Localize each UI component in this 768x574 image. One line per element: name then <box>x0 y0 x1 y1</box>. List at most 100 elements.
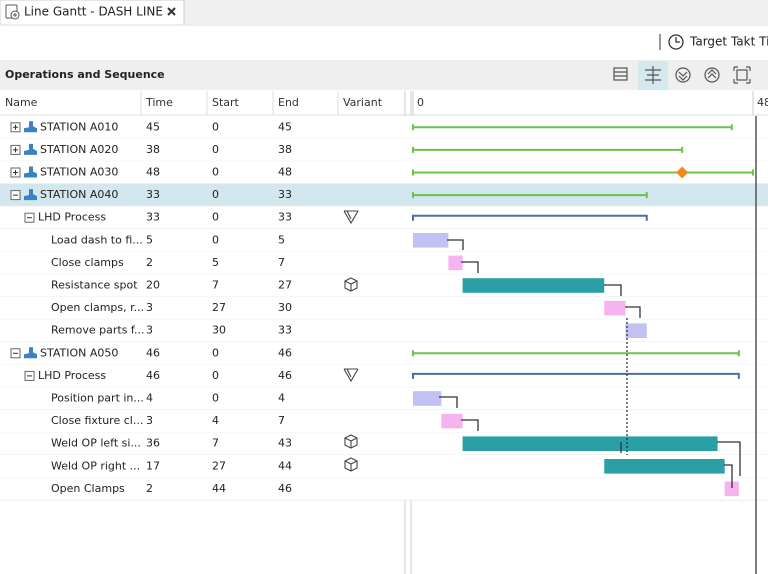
operation-name: STATION A030 <box>40 166 118 179</box>
target-takt-button[interactable]: Target Takt Tim <box>689 35 768 49</box>
table-row[interactable] <box>0 342 768 365</box>
cell-start: 0 <box>212 166 219 179</box>
cell-end: 5 <box>278 233 285 246</box>
task-bar[interactable] <box>462 436 718 451</box>
process-span <box>412 214 648 221</box>
cell-time: 5 <box>146 233 153 246</box>
cell-start: 7 <box>212 279 219 292</box>
cell-start: 0 <box>212 120 219 133</box>
cell-end: 7 <box>278 256 285 269</box>
table-row[interactable] <box>0 251 768 275</box>
operation-name: Open clamps, r... <box>51 301 144 314</box>
cell-time: 20 <box>146 279 160 292</box>
table-row[interactable] <box>0 183 768 207</box>
cell-time: 33 <box>146 188 160 201</box>
cell-time: 48 <box>146 166 160 179</box>
table-row[interactable] <box>0 206 768 229</box>
cell-time: 2 <box>146 256 153 269</box>
cell-end: 46 <box>278 482 292 495</box>
cell-time: 4 <box>146 392 153 405</box>
process-variant-icon <box>343 368 359 383</box>
cell-time: 17 <box>146 459 160 472</box>
column-header <box>0 91 768 115</box>
table-row[interactable] <box>0 364 768 388</box>
column-header-label[interactable]: Variant <box>343 96 383 109</box>
cell-start: 0 <box>212 392 219 405</box>
expand-icon[interactable] <box>675 67 691 83</box>
cell-time: 3 <box>146 414 153 427</box>
operation-name: STATION A050 <box>40 346 118 359</box>
station-icon <box>24 347 37 359</box>
operation-name: Position part in... <box>51 392 144 405</box>
cell-end: 38 <box>278 143 292 156</box>
task-bar[interactable] <box>604 300 626 316</box>
cell-time: 3 <box>146 301 153 314</box>
table-row[interactable] <box>0 477 768 501</box>
timeline-tick-label: 0 <box>417 96 424 109</box>
cell-end: 44 <box>278 459 292 472</box>
station-icon <box>24 143 37 155</box>
cell-end: 46 <box>278 346 292 359</box>
clock-icon <box>668 34 684 50</box>
column-header-label[interactable]: Name <box>5 96 38 109</box>
cell-end: 48 <box>278 166 292 179</box>
cell-start: 0 <box>212 346 219 359</box>
station-icon <box>24 121 37 133</box>
table-row[interactable] <box>0 229 768 252</box>
cell-time: 33 <box>146 211 160 224</box>
cell-start: 0 <box>212 211 219 224</box>
operation-name: LHD Process <box>38 369 106 382</box>
table-row[interactable] <box>0 409 768 433</box>
operation-name: LHD Process <box>38 211 106 224</box>
cell-time: 45 <box>146 120 160 133</box>
cell-end: 33 <box>278 324 292 337</box>
operation-name: STATION A040 <box>40 188 118 201</box>
column-header-label[interactable]: End <box>278 96 299 109</box>
task-bar[interactable] <box>724 481 739 497</box>
task-bar[interactable] <box>625 323 647 338</box>
panel-title: Operations and Sequence <box>5 68 165 81</box>
tab[interactable] <box>0 0 185 26</box>
variant-icons <box>343 210 359 472</box>
expander-sign <box>13 124 18 130</box>
table-row[interactable] <box>0 319 768 342</box>
tab-close[interactable] <box>167 7 176 16</box>
operation-name: Remove parts f... <box>51 324 144 337</box>
table-row[interactable] <box>0 387 768 410</box>
view-icon[interactable] <box>613 67 628 81</box>
operation-name: Weld OP left si... <box>51 437 141 450</box>
cell-start: 27 <box>212 301 226 314</box>
operation-name: Resistance spot <box>51 279 138 292</box>
dependency-links <box>439 239 741 488</box>
table-row[interactable] <box>0 161 768 184</box>
column-header-label[interactable]: Start <box>212 96 240 109</box>
task-bar[interactable] <box>604 459 725 474</box>
process-variant-icon <box>343 210 359 225</box>
station-span <box>412 169 754 176</box>
task-bar[interactable] <box>413 233 449 248</box>
cell-time: 46 <box>146 346 160 359</box>
task-bar[interactable] <box>462 278 605 293</box>
station-span <box>412 146 684 153</box>
table-row[interactable] <box>0 138 768 162</box>
table-row[interactable] <box>0 116 768 139</box>
column-header-label[interactable]: Time <box>145 96 173 109</box>
cell-end: 7 <box>278 414 285 427</box>
station-icon <box>24 189 37 201</box>
collapse-icon[interactable] <box>704 67 720 83</box>
task-bar[interactable] <box>441 413 463 429</box>
task-bar[interactable] <box>448 255 463 271</box>
operation-name: Load dash to fi... <box>51 233 143 246</box>
table-row[interactable] <box>0 296 768 320</box>
milestone <box>676 166 689 179</box>
part-variant-icon <box>344 277 358 292</box>
expander-sign <box>13 170 18 175</box>
task-bar[interactable] <box>413 391 442 406</box>
align-icon[interactable] <box>645 66 661 84</box>
cell-time: 36 <box>146 437 160 450</box>
cell-end: 4 <box>278 392 285 405</box>
fit-icon[interactable] <box>733 66 751 84</box>
table-row[interactable] <box>0 455 768 478</box>
